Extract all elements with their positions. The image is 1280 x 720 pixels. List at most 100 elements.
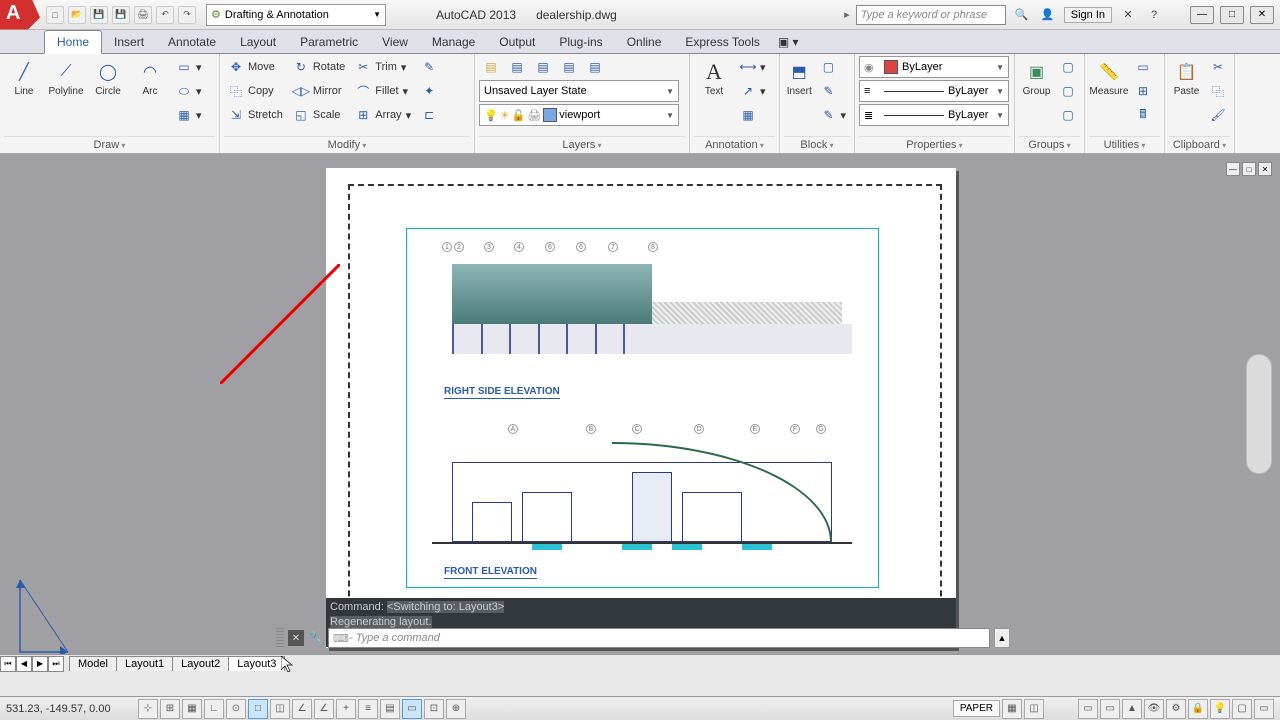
panel-title-modify[interactable]: Modify: [224, 136, 470, 153]
tab-insert[interactable]: Insert: [102, 31, 156, 53]
rectangle-button[interactable]: ▭▾: [172, 56, 206, 78]
sb-snap[interactable]: ⊞: [160, 699, 180, 719]
table-button[interactable]: ▦: [736, 104, 770, 126]
maximize-button[interactable]: □: [1220, 6, 1244, 24]
panel-title-groups[interactable]: Groups: [1019, 136, 1080, 153]
layer-dropdown[interactable]: 💡 ☀ 🔓 🖨 viewport ▼: [479, 104, 679, 126]
vp-close-button[interactable]: ✕: [1258, 162, 1272, 176]
group-button[interactable]: ▣Group: [1019, 56, 1054, 101]
layer-state-dropdown[interactable]: Unsaved Layer State▼: [479, 80, 679, 102]
command-input[interactable]: - Type a command: [328, 628, 990, 648]
tab-online[interactable]: Online: [615, 31, 674, 53]
panel-title-draw[interactable]: Draw: [4, 136, 215, 153]
cmd-recent-button[interactable]: ▲: [994, 628, 1010, 648]
offset-button[interactable]: ⊏: [417, 104, 441, 126]
sb-grid2[interactable]: ▦: [1002, 699, 1022, 719]
minimize-button[interactable]: —: [1190, 6, 1214, 24]
layer-btn2[interactable]: ▤: [505, 56, 529, 78]
scale-button[interactable]: ◱Scale: [289, 104, 349, 126]
vp-min-button[interactable]: —: [1226, 162, 1240, 176]
match-button[interactable]: 🖌: [1206, 104, 1230, 126]
sb-infer[interactable]: ⊹: [138, 699, 158, 719]
qselect-button[interactable]: ⊞: [1131, 80, 1155, 102]
sb-qv-layout[interactable]: ▭: [1078, 699, 1098, 719]
cmd-wrench-icon[interactable]: 🔧: [308, 630, 324, 646]
sb-grid[interactable]: ▦: [182, 699, 202, 719]
mirror-button[interactable]: ◁▷Mirror: [289, 80, 349, 102]
tab-prev-button[interactable]: ◀: [16, 656, 32, 672]
tab-next-button[interactable]: ▶: [32, 656, 48, 672]
navigation-bar[interactable]: [1246, 354, 1272, 474]
layer-btn4[interactable]: ▤: [557, 56, 581, 78]
vp-max-button[interactable]: □: [1242, 162, 1256, 176]
panel-title-properties[interactable]: Properties: [859, 136, 1010, 153]
sb-qp[interactable]: ▭: [402, 699, 422, 719]
search-icon[interactable]: 🔍: [1012, 5, 1032, 25]
measure-button[interactable]: 📏Measure: [1089, 56, 1129, 101]
panel-title-utilities[interactable]: Utilities: [1089, 136, 1160, 153]
sb-maxvp[interactable]: ◫: [1024, 699, 1044, 719]
sb-polar[interactable]: ⊙: [226, 699, 246, 719]
panel-title-clipboard[interactable]: Clipboard: [1169, 136, 1230, 153]
coordinates[interactable]: 531.23, -149.57, 0.00: [6, 703, 136, 715]
stretch-button[interactable]: ⇲Stretch: [224, 104, 287, 126]
copy-button[interactable]: ⿻Copy: [224, 80, 287, 102]
qat-undo-icon[interactable]: ↶: [156, 6, 174, 24]
workspace-dropdown[interactable]: ⚙ Drafting & Annotation ▼: [206, 4, 386, 26]
trim-button[interactable]: ✂Trim ▾: [351, 56, 415, 78]
app-menu-button[interactable]: [0, 0, 40, 30]
cmd-grip[interactable]: [276, 628, 284, 648]
help-icon[interactable]: ?: [1144, 5, 1164, 25]
polyline-button[interactable]: ⟋Polyline: [46, 56, 86, 101]
sb-qv-dwg[interactable]: ▭: [1100, 699, 1120, 719]
ungroup-button[interactable]: ▢: [1056, 56, 1080, 78]
sb-am[interactable]: ⊕: [446, 699, 466, 719]
erase-button[interactable]: ✎: [417, 56, 441, 78]
sb-ortho[interactable]: ∟: [204, 699, 224, 719]
model-paper-toggle[interactable]: PAPER: [953, 700, 1000, 717]
layout-tab-1[interactable]: Layout1: [116, 656, 173, 671]
layerprop-button[interactable]: ▤: [479, 56, 503, 78]
sb-otrack[interactable]: ∠: [292, 699, 312, 719]
sb-annoscale[interactable]: ▲: [1122, 699, 1142, 719]
qat-redo-icon[interactable]: ↷: [178, 6, 196, 24]
sb-clean[interactable]: ▭: [1254, 699, 1274, 719]
signin-button[interactable]: Sign In: [1064, 7, 1112, 23]
sb-annovis[interactable]: 👁: [1144, 699, 1164, 719]
groupedit-button[interactable]: ▢: [1056, 80, 1080, 102]
qat-save-icon[interactable]: 💾: [90, 6, 108, 24]
tab-last-button[interactable]: ⏭: [48, 656, 64, 672]
layer-btn5[interactable]: ▤: [583, 56, 607, 78]
line-button[interactable]: ╱Line: [4, 56, 44, 101]
layout-tab-model[interactable]: Model: [69, 656, 117, 671]
array-button[interactable]: ⊞Array ▾: [351, 104, 415, 126]
explode-button[interactable]: ✦: [417, 80, 441, 102]
qat-saveas-icon[interactable]: 💾: [112, 6, 130, 24]
linetype-dropdown[interactable]: ≣ByLayer▼: [859, 104, 1009, 126]
panel-title-block[interactable]: Block: [784, 136, 850, 153]
circle-button[interactable]: ◯Circle: [88, 56, 128, 101]
search-input[interactable]: Type a keyword or phrase: [856, 5, 1006, 25]
text-button[interactable]: AText: [694, 56, 734, 101]
tab-home[interactable]: Home: [44, 30, 102, 54]
sb-lock[interactable]: 🔒: [1188, 699, 1208, 719]
qat-plot-icon[interactable]: 🖨: [134, 6, 152, 24]
tab-focus-icon[interactable]: ▣ ▾: [772, 31, 805, 53]
layout-tab-2[interactable]: Layout2: [172, 656, 229, 671]
dim-button[interactable]: ⟷▾: [736, 56, 770, 78]
leader-button[interactable]: ↗▾: [736, 80, 770, 102]
cmd-close-icon[interactable]: ✕: [288, 630, 304, 646]
rotate-button[interactable]: ↻Rotate: [289, 56, 349, 78]
fillet-button[interactable]: ⌒Fillet ▾: [351, 80, 415, 102]
qat-open-icon[interactable]: 📂: [68, 6, 86, 24]
attr-button[interactable]: ✎▾: [816, 104, 850, 126]
cut-button[interactable]: ✂: [1206, 56, 1230, 78]
close-button[interactable]: ✕: [1250, 6, 1274, 24]
sb-sc[interactable]: ⊡: [424, 699, 444, 719]
tab-layout[interactable]: Layout: [228, 31, 288, 53]
color-dropdown[interactable]: ◉ByLayer▼: [859, 56, 1009, 78]
sb-dyn[interactable]: +: [336, 699, 356, 719]
create-block-button[interactable]: ▢: [816, 56, 850, 78]
calc-button[interactable]: 🖩: [1131, 104, 1155, 126]
sb-osnap[interactable]: □: [248, 699, 268, 719]
